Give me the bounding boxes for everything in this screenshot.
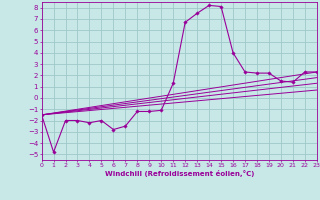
X-axis label: Windchill (Refroidissement éolien,°C): Windchill (Refroidissement éolien,°C) bbox=[105, 170, 254, 177]
